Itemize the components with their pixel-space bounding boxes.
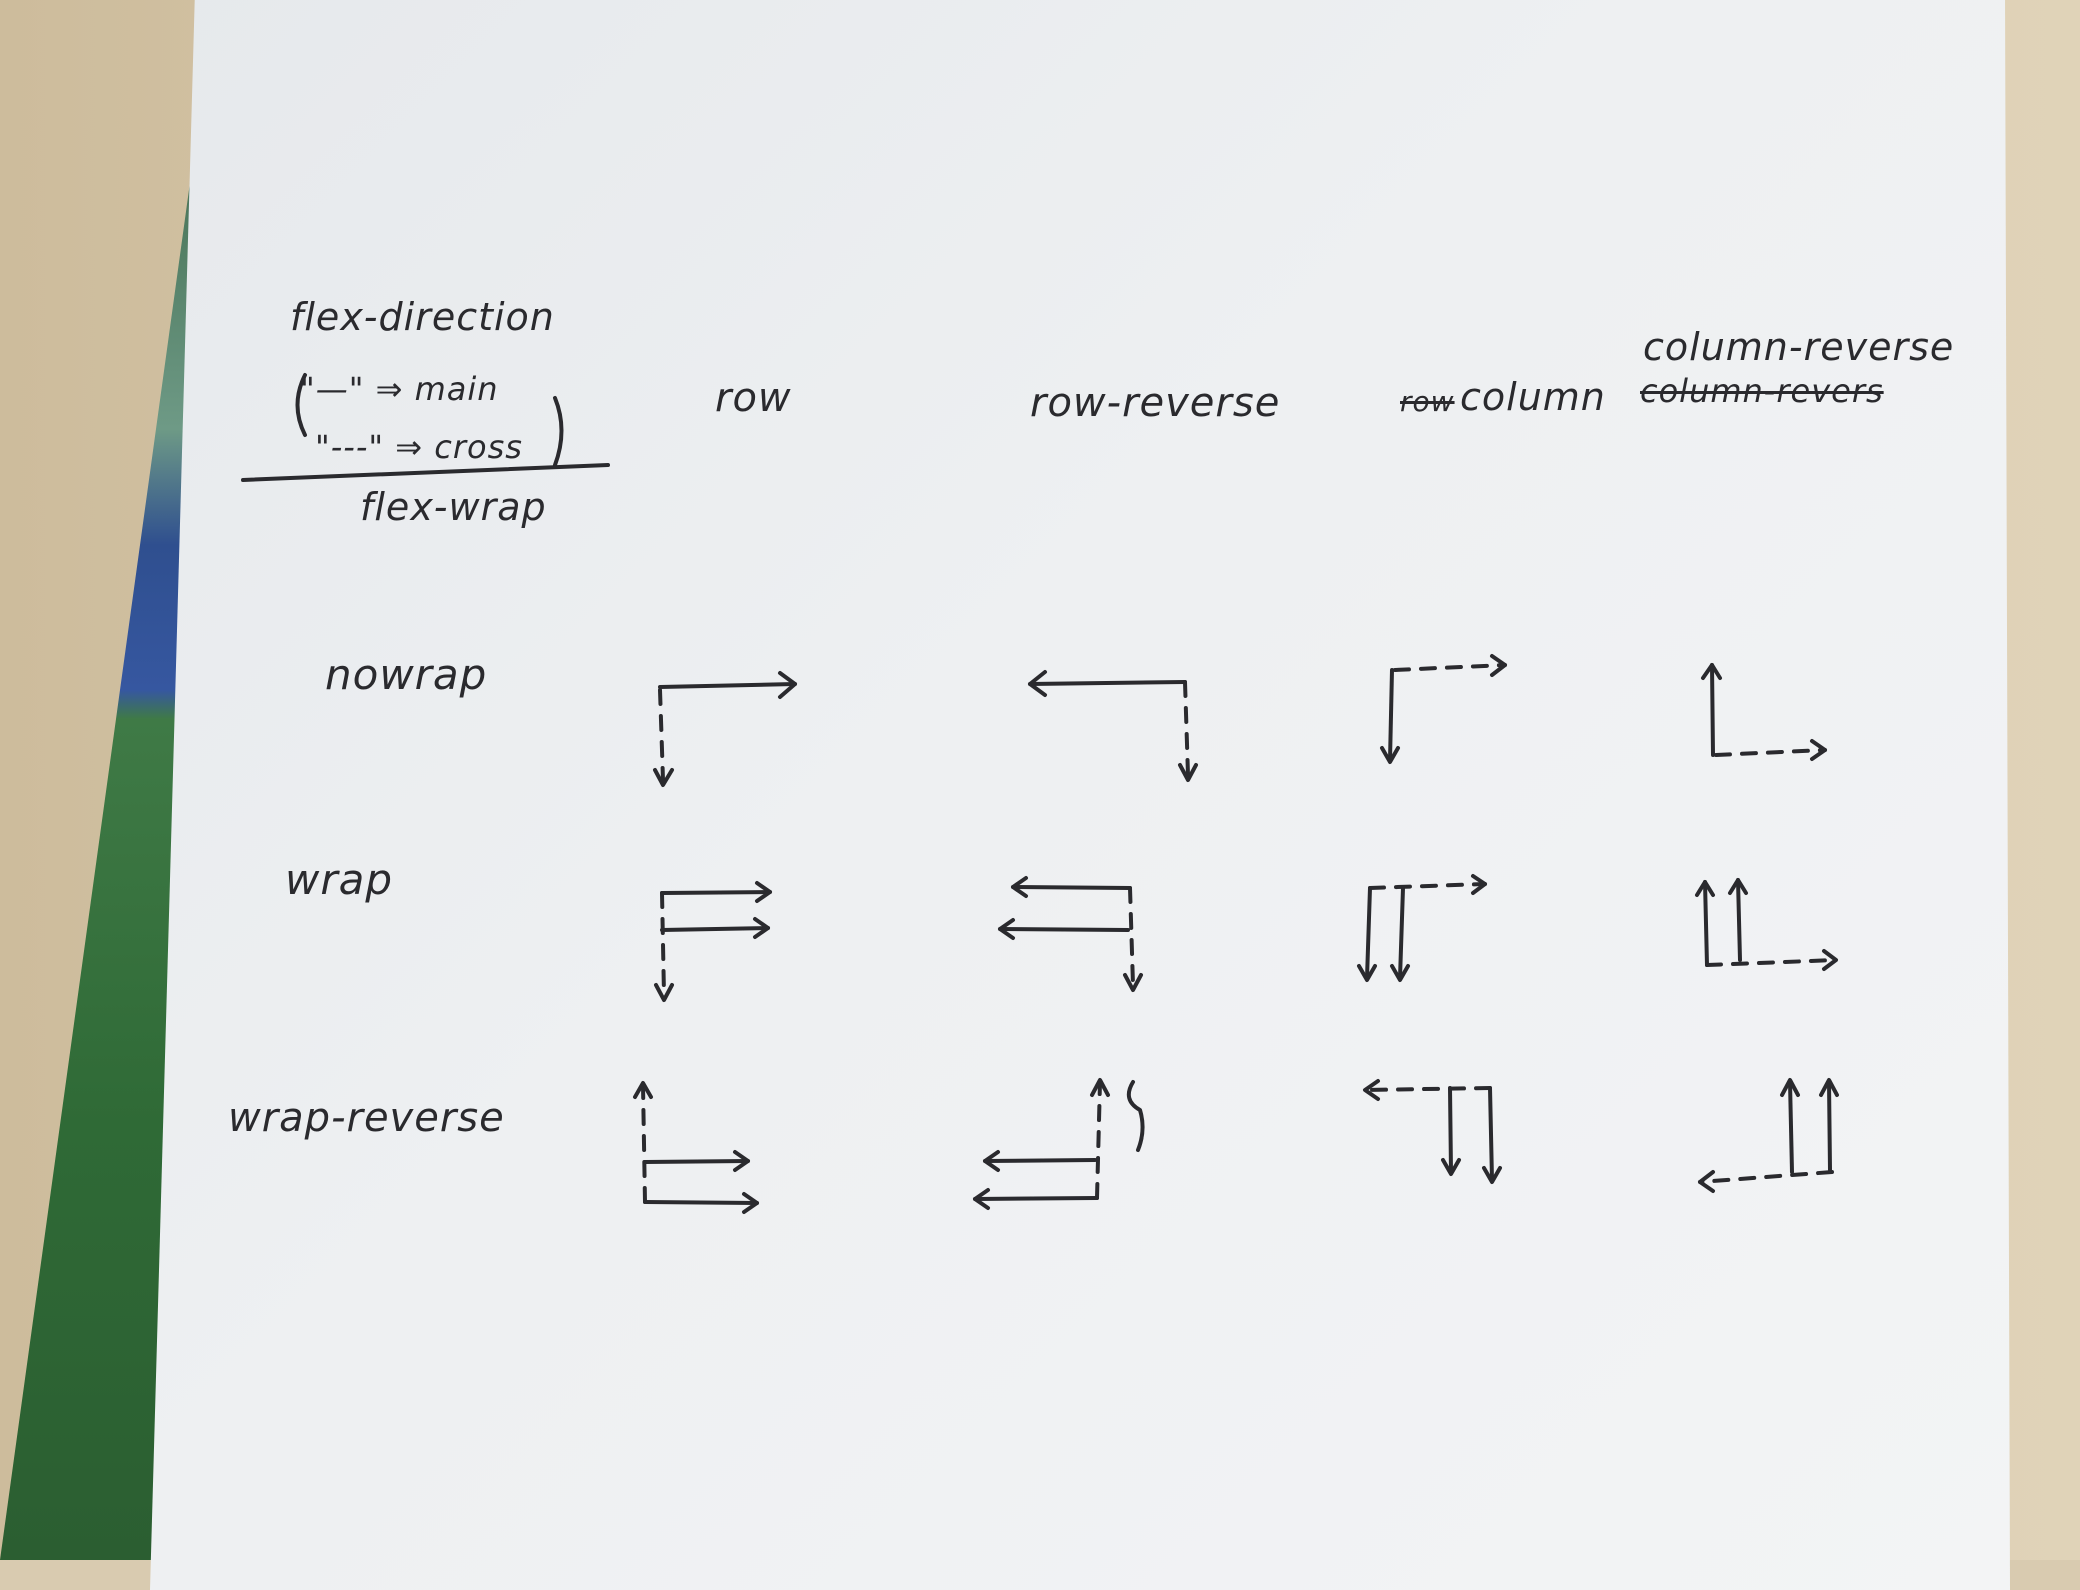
row-header-wrap: wrap xyxy=(285,855,394,904)
column-header-row-reverse: row-reverse xyxy=(1030,380,1281,426)
column-header-column-reverse: column-reverse xyxy=(1643,325,1955,369)
row-header-wrap-reverse: wrap-reverse xyxy=(228,1095,505,1141)
diagram-nowrap-column xyxy=(1380,654,1507,764)
paper-sheet xyxy=(150,0,2010,1590)
legend-solid-label: "—" ⇒ main xyxy=(300,370,499,408)
diagram-nowrap-row-reverse xyxy=(1028,670,1198,782)
column-header-column: column xyxy=(1460,375,1606,419)
column-header-column-strikeout: row xyxy=(1400,385,1455,418)
legend-title: flex-direction xyxy=(290,295,555,339)
diagram-wrap-reverse-column xyxy=(1363,1079,1502,1184)
diagram-wrap-column-reverse xyxy=(1695,878,1838,971)
diagram-wrap-row-reverse xyxy=(998,876,1143,992)
legend-subtitle: flex-wrap xyxy=(360,485,547,529)
row-header-nowrap: nowrap xyxy=(325,650,488,699)
diagram-wrap-reverse-row-reverse xyxy=(973,1078,1145,1210)
diagram-wrap-row xyxy=(654,881,772,1002)
diagram-nowrap-row xyxy=(653,671,797,787)
diagram-nowrap-column-reverse xyxy=(1701,663,1827,761)
legend-bracket xyxy=(241,373,610,482)
diagram-wrap-reverse-column-reverse xyxy=(1698,1078,1839,1193)
diagram-wrap-column xyxy=(1357,874,1487,982)
legend-dashed-label: "---" ⇒ cross xyxy=(315,428,523,466)
diagram-wrap-reverse-row xyxy=(633,1081,759,1214)
column-header-misspelling-strikeout: column-revers xyxy=(1640,372,1884,410)
column-header-row: row xyxy=(715,375,792,421)
